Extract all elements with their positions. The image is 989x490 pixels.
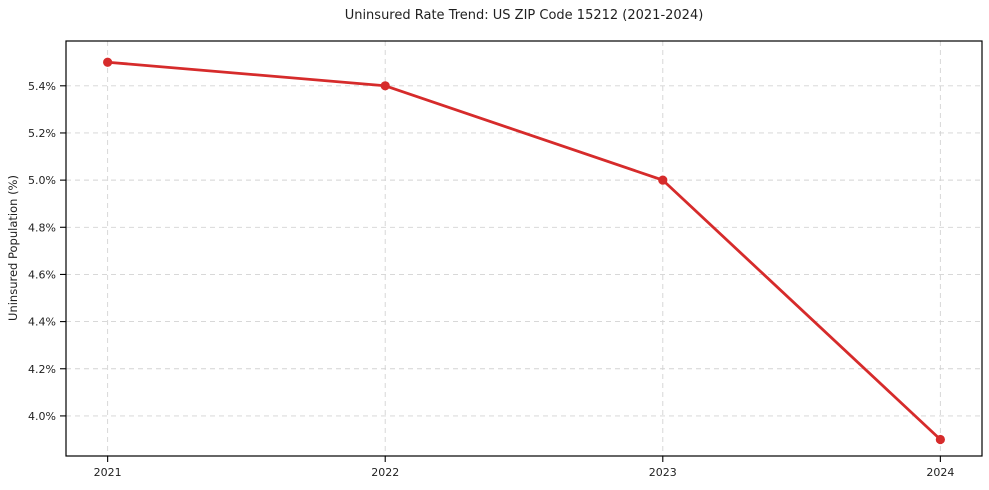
y-tick-label: 5.0% [28, 174, 56, 187]
chart-title: Uninsured Rate Trend: US ZIP Code 15212 … [344, 8, 704, 23]
data-point [380, 81, 390, 91]
y-tick-label: 4.4% [28, 316, 56, 329]
x-tick-label: 2021 [94, 466, 122, 479]
data-point [658, 175, 668, 185]
x-tick-label: 2022 [371, 466, 399, 479]
data-point [935, 434, 945, 445]
y-tick-label: 5.4% [28, 80, 56, 93]
x-tick-label: 2024 [926, 466, 954, 479]
data-point [103, 57, 113, 67]
plot-border [65, 40, 983, 457]
y-tick-label: 4.6% [28, 268, 56, 281]
x-tick-label: 2023 [649, 466, 677, 479]
y-tick-label: 4.2% [28, 363, 56, 376]
y-tick-label: 4.8% [28, 221, 56, 234]
y-tick-label: 4.0% [28, 410, 56, 423]
y-tick-label: 5.2% [28, 127, 56, 140]
trend-line [106, 60, 942, 441]
